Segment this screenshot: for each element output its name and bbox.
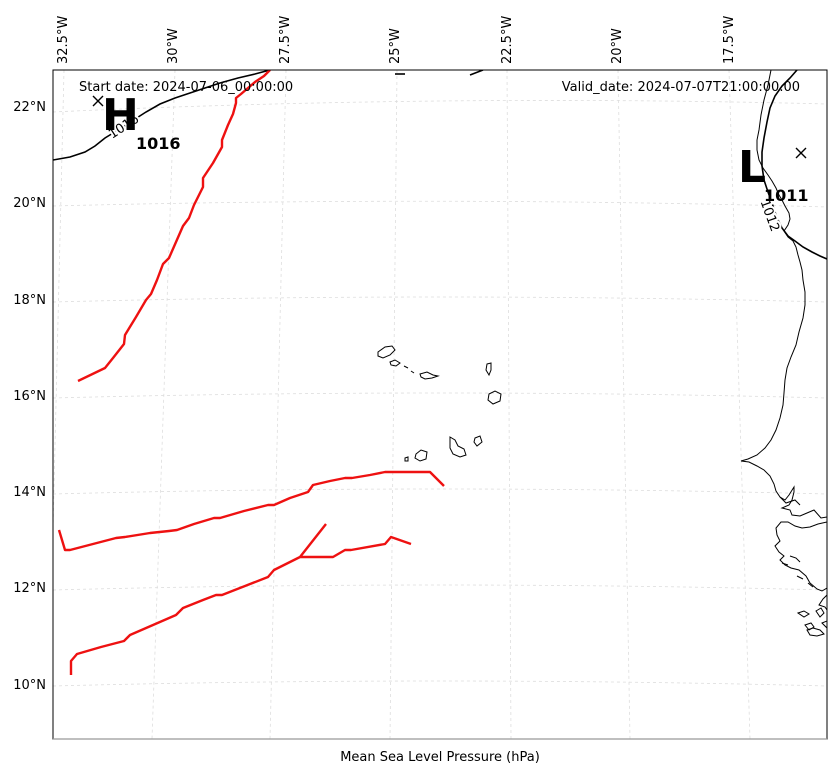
island-santiago bbox=[449, 436, 467, 458]
gridline-lat-20 bbox=[53, 200, 827, 208]
low-center-letter: L bbox=[738, 142, 766, 193]
isobar-1016 bbox=[53, 70, 271, 161]
coast-bijagos-4 bbox=[806, 627, 825, 637]
valid-date-label: Valid_date: 2024-07-07T21:00:00.00 bbox=[562, 80, 800, 95]
coast-mauritania-senegal bbox=[740, 70, 806, 462]
map-background bbox=[53, 70, 827, 739]
island-sao-nicolau bbox=[419, 371, 440, 380]
lat-tick-label-14n: 14°N bbox=[13, 485, 46, 500]
coast-guinea-bissau-islands bbox=[781, 555, 814, 588]
lon-tick-labels: 32.5°W 30°W 27.5°W 25°W 22.5°W 20°W 17.5… bbox=[56, 16, 737, 64]
lon-tick-label-27-5w: 27.5°W bbox=[278, 16, 293, 64]
island-santa-luzia bbox=[403, 365, 409, 369]
lat-tick-label-16n: 16°N bbox=[13, 389, 46, 404]
coast-guinea-bissau bbox=[774, 521, 827, 592]
pressure-centers: H 1016 L 1011 bbox=[92, 90, 809, 205]
lat-tick-label-22n: 22°N bbox=[13, 100, 46, 115]
lat-tick-label-18n: 18°N bbox=[13, 293, 46, 308]
gridline-lat-10 bbox=[53, 680, 827, 687]
lon-tick-label-20w: 20°W bbox=[610, 28, 625, 64]
island-boa-vista bbox=[487, 390, 502, 405]
coast-bijagos-5 bbox=[821, 620, 827, 629]
lon-tick-label-17-5w: 17.5°W bbox=[722, 16, 737, 64]
lon-tick-label-22-5w: 22.5°W bbox=[500, 16, 515, 64]
trough-line-north bbox=[77, 70, 271, 383]
coast-bijagos-2 bbox=[815, 607, 825, 618]
coast-guinea bbox=[818, 594, 827, 611]
isobar-1012 bbox=[761, 70, 827, 260]
gridline-lat-14 bbox=[53, 488, 827, 495]
trough-lines bbox=[57, 70, 445, 675]
island-branco bbox=[410, 370, 415, 374]
lon-tick-label-30w: 30°W bbox=[166, 28, 181, 64]
gridlines bbox=[53, 70, 827, 739]
lon-tick-label-32-5w: 32.5°W bbox=[56, 16, 71, 64]
lat-tick-label-10n: 10°N bbox=[13, 678, 46, 693]
island-brava bbox=[404, 456, 409, 462]
lon-tick-label-25w: 25°W bbox=[388, 28, 403, 64]
coast-bijagos-1 bbox=[796, 610, 810, 618]
island-maio bbox=[473, 435, 483, 447]
low-center-cross-icon bbox=[795, 147, 807, 159]
trough-line-south bbox=[69, 523, 412, 675]
gridline-lat-12 bbox=[53, 584, 827, 591]
gridline-lat-18 bbox=[53, 296, 827, 303]
start-date-label: Start date: 2024-07-06_00:00:00 bbox=[79, 80, 293, 95]
map-xlabel: Mean Sea Level Pressure (hPa) bbox=[340, 750, 540, 765]
low-center: L 1011 bbox=[738, 142, 809, 205]
island-sao-vicente bbox=[389, 359, 401, 367]
lat-tick-label-12n: 12°N bbox=[13, 581, 46, 596]
lat-tick-label-20n: 20°N bbox=[13, 196, 46, 211]
island-sal bbox=[485, 362, 492, 377]
high-center-cross-icon bbox=[92, 95, 104, 107]
low-center-value: 1011 bbox=[764, 186, 809, 205]
high-center: H 1016 bbox=[92, 90, 181, 153]
lat-tick-labels: 22°N 20°N 18°N 16°N 14°N 12°N 10°N bbox=[13, 100, 46, 693]
isobars bbox=[53, 70, 827, 260]
coast-gambia bbox=[779, 496, 801, 506]
trough-line-middle bbox=[57, 470, 445, 552]
coast-bijagos-3 bbox=[804, 622, 815, 631]
high-center-letter: H bbox=[102, 90, 139, 141]
island-santo-antao bbox=[377, 345, 396, 359]
gridline-lat-22 bbox=[53, 100, 827, 113]
high-center-value: 1016 bbox=[136, 134, 181, 153]
coast-senegal-south bbox=[740, 460, 827, 519]
island-fogo bbox=[414, 449, 428, 462]
isobar-1016-right bbox=[469, 70, 484, 76]
coastline-west-africa bbox=[740, 70, 827, 637]
coastline-cape-verde bbox=[377, 345, 502, 462]
